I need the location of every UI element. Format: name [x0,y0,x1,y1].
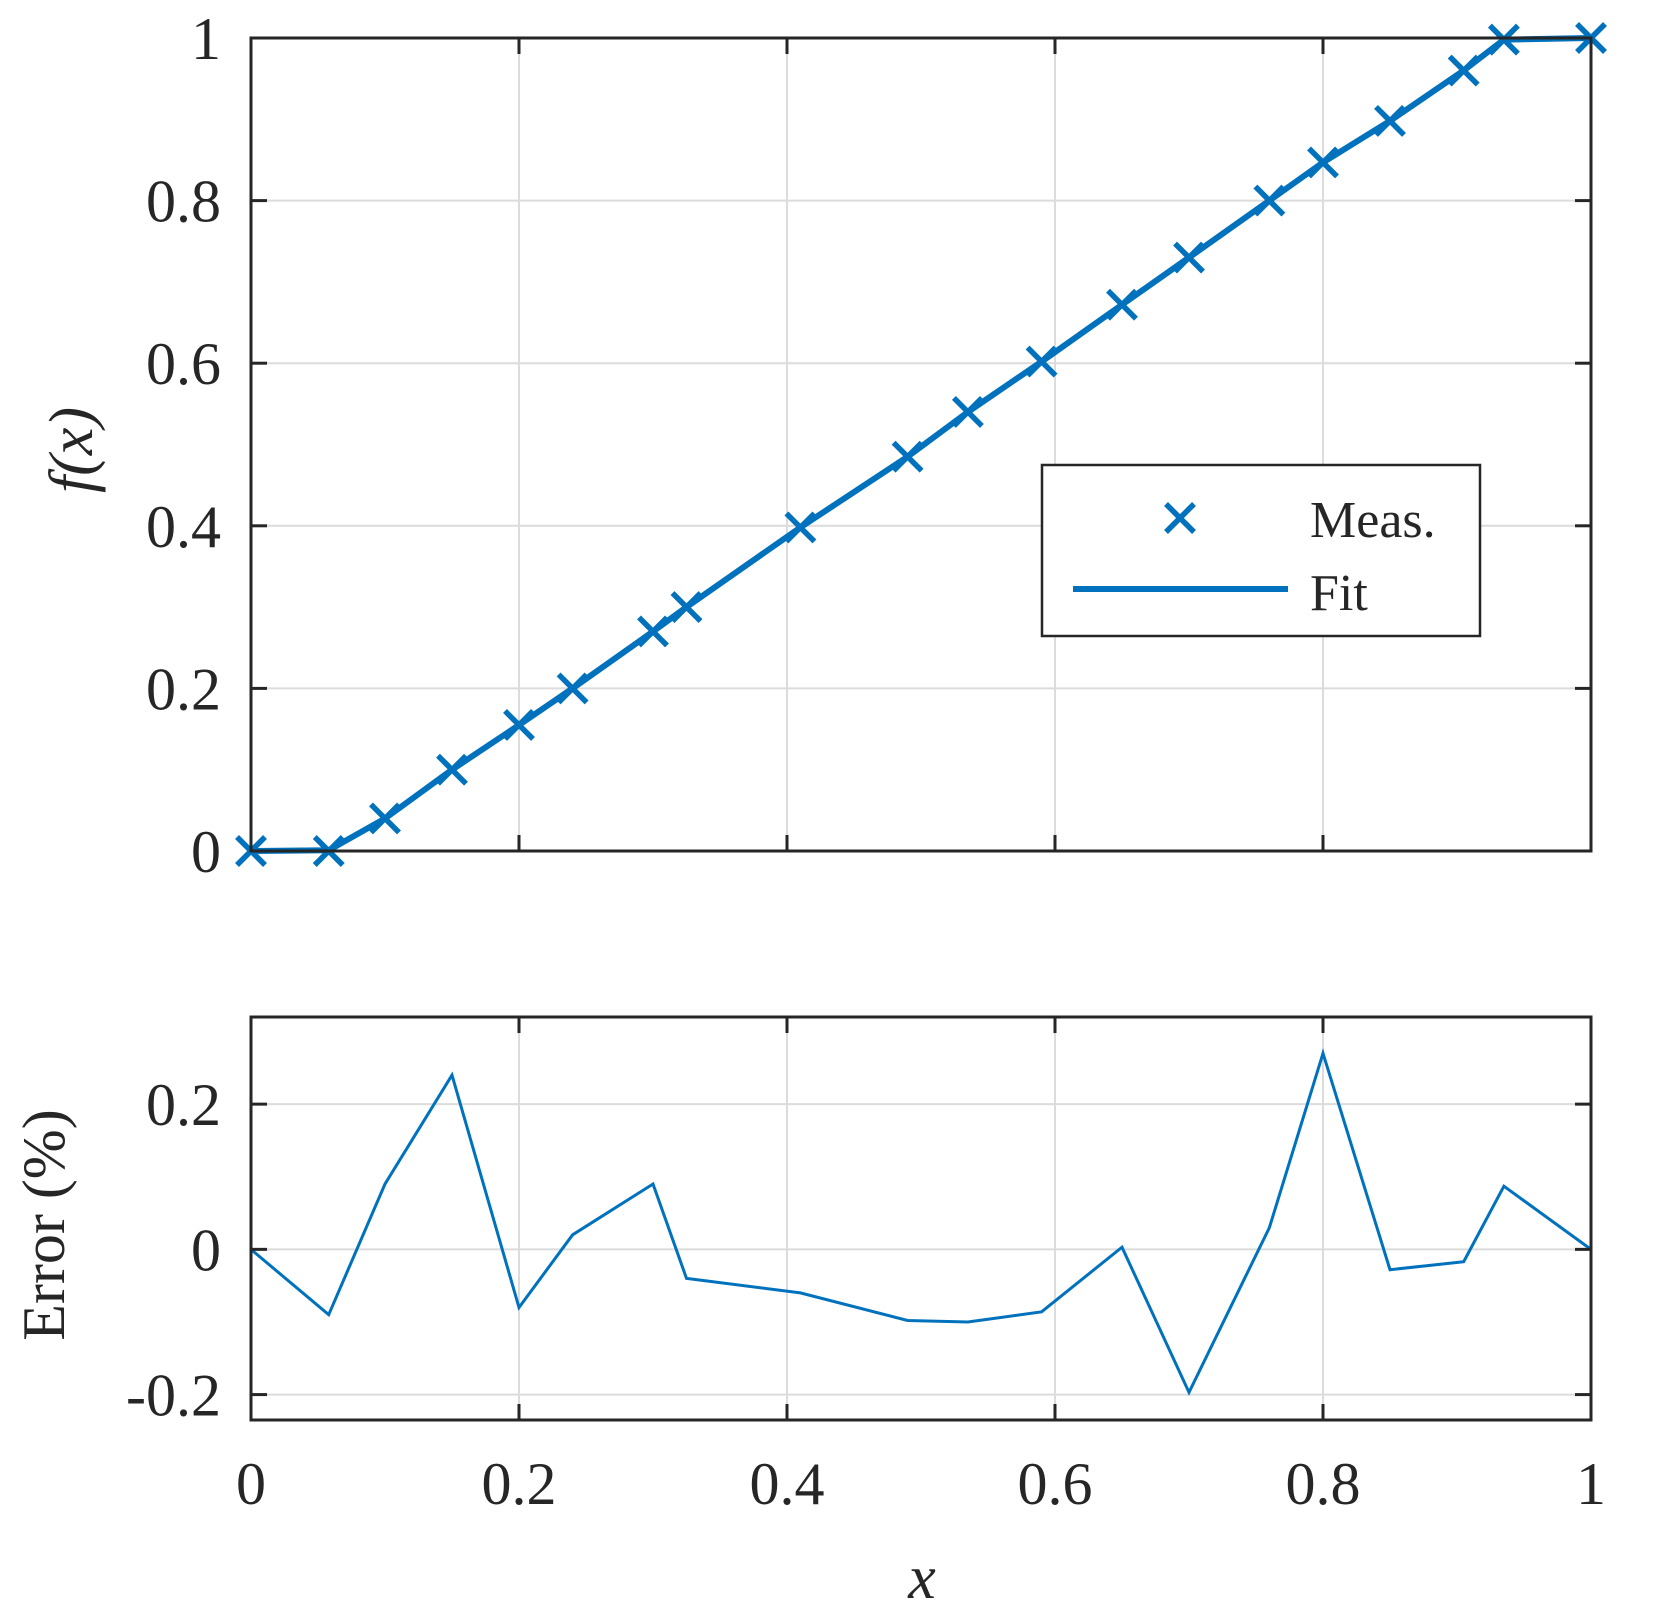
legend-meas-marker-stroke [1164,502,1196,534]
meas-point-stroke [436,753,468,786]
meas-point-stroke [1025,345,1058,378]
fit-plot-y-tick-label: 0.8 [146,169,221,235]
meas-point [369,802,401,835]
error-plot-x-tick-label: 1 [1576,1451,1606,1517]
meas-point [1447,54,1480,87]
fit-plot-y-axis-label: f(x) [38,407,106,493]
legend: Meas. Fit [1040,463,1482,638]
error-plot-y-tick-label: 0 [191,1217,221,1283]
error-plot-x-axis-label: x [907,1544,936,1612]
fit-plot-axes [249,36,1593,853]
error-plot-x-tick-label: 0.8 [1286,1451,1361,1517]
legend-meas-label: Meas. [1310,492,1436,549]
fit-plot-panel: 0 0.2 0.4 0.6 0.8 1 f(x) Meas. Fit [38,6,1607,885]
error-plot-axes [249,1015,1593,1422]
meas-point-stroke [1253,184,1286,217]
error-plot-x-tick-label: 0.6 [1018,1451,1093,1517]
meas-point [1307,146,1339,179]
fit-plot-axes-box [249,36,1593,853]
fit-plot-y-tick-labels: 0 0.2 0.4 0.6 0.8 1 [146,6,221,885]
meas-point [951,396,984,428]
error-plot-y-axis-label: Error (%) [11,1109,77,1341]
meas-point [1253,184,1286,217]
legend-fit-label: Fit [1310,565,1368,622]
error-plot-y-tick-labels: -0.2 0 0.2 [126,1072,221,1428]
fit-plot-series [235,22,1607,867]
meas-point [556,672,589,705]
meas-point [637,615,669,648]
error-plot-x-tick-label: 0.4 [750,1451,825,1517]
meas-point-stroke [637,615,669,648]
meas-point-stroke [1173,241,1205,274]
legend-box [1040,463,1482,638]
meas-point [503,709,535,741]
meas-point [670,591,703,624]
meas-point [1025,345,1058,378]
error-plot-y-tick-label: -0.2 [126,1363,221,1429]
meas-point-stroke [1374,104,1406,137]
meas-point [891,440,924,473]
meas-point [1487,23,1520,56]
error-plot-y-tick-label: 0.2 [146,1072,221,1138]
error-plot-axes-box [249,1015,1593,1422]
meas-point-stroke [1447,54,1480,87]
meas-point-stroke [556,672,589,705]
meas-point [1173,241,1205,274]
meas-point-stroke [891,440,924,473]
fit-plot-y-tick-label: 0 [191,819,221,885]
error-plot-panel: -0.200.2 0 0.2 0.4 0.6 0.8 1 Error (%) x [11,1015,1606,1612]
meas-point-stroke [670,591,703,624]
meas-point-stroke [503,709,535,741]
fit-plot-y-tick-label: 1 [191,6,221,72]
meas-point [1374,104,1406,137]
meas-point [1106,288,1138,321]
meas-point-stroke [1307,146,1339,179]
legend-meas-marker-icon [1164,502,1196,534]
error-plot-series [250,1048,1592,1396]
meas-point-stroke [1106,288,1138,321]
meas-point [436,753,468,786]
meas-point-stroke [369,802,401,835]
fit-plot-y-tick-label: 0.6 [146,331,221,397]
fit-plot-y-tick-label: 0.4 [146,494,221,560]
meas-point-stroke [951,396,984,428]
fit-plot-y-tick-label: 0.2 [146,656,221,722]
error-plot-x-tick-labels: 0 0.2 0.4 0.6 0.8 1 [236,1451,1606,1517]
error-plot-x-tick-label: 0.2 [482,1451,557,1517]
error-line [250,1048,1592,1396]
meas-point-stroke [1487,23,1520,56]
meas-point [784,511,817,544]
meas-point-stroke [784,511,817,544]
error-plot-x-tick-label: 0 [236,1451,266,1517]
